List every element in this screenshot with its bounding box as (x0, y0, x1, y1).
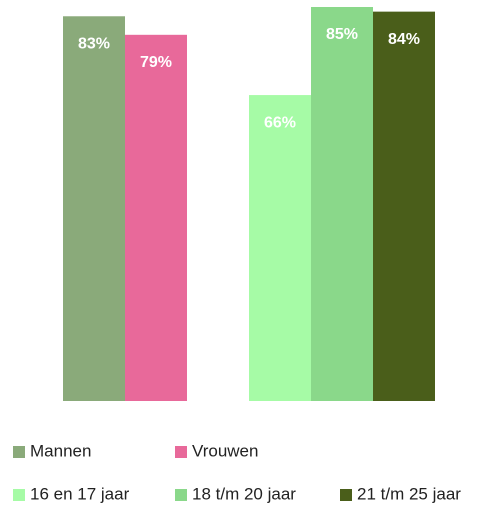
bar (249, 95, 311, 401)
value-label: 79% (140, 54, 172, 71)
bar (63, 16, 125, 401)
bar (125, 34, 187, 401)
legend-swatch (175, 446, 187, 458)
legend-label: Mannen (30, 441, 91, 460)
value-label: 84% (388, 31, 420, 48)
legend-swatch (175, 489, 187, 501)
bar (373, 11, 435, 402)
legend-label: 16 en 17 jaar (30, 484, 130, 503)
legend-swatch (13, 446, 25, 458)
bar (311, 7, 373, 401)
legend-label: Vrouwen (192, 441, 258, 460)
legend-label: 18 t/m 20 jaar (192, 484, 296, 503)
legend-swatch (13, 489, 25, 501)
legend-swatch (340, 489, 352, 501)
value-label: 85% (326, 26, 358, 43)
legend-label: 21 t/m 25 jaar (357, 484, 461, 503)
value-label: 83% (78, 35, 110, 52)
value-label: 66% (264, 114, 296, 131)
